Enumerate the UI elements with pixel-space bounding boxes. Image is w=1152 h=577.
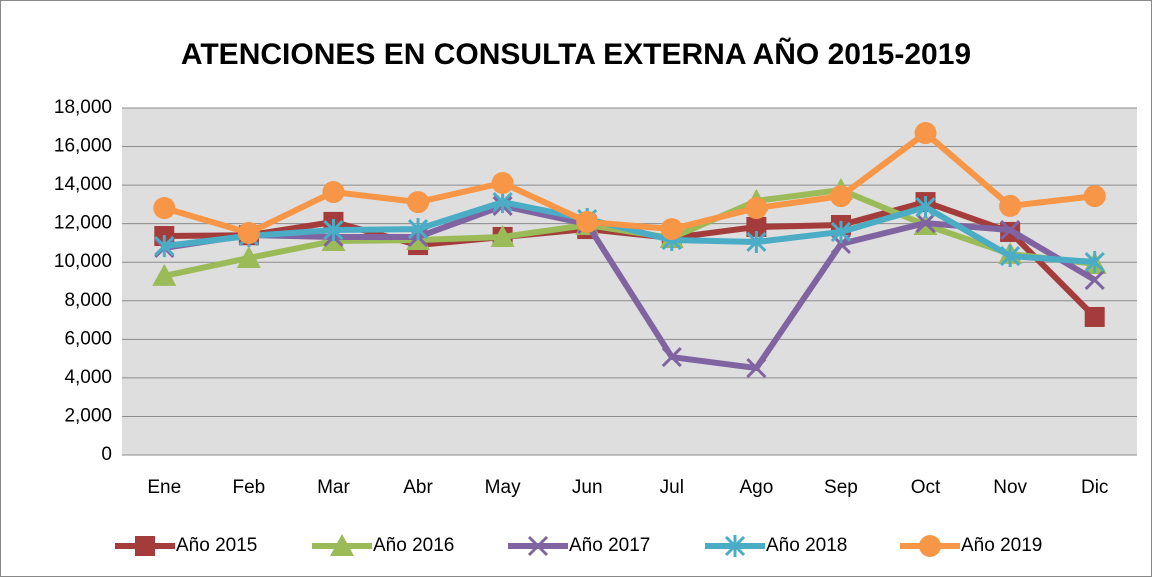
marker bbox=[830, 220, 852, 243]
marker bbox=[322, 181, 345, 204]
marker bbox=[1084, 269, 1105, 291]
y-tick-label: 6,000 bbox=[64, 328, 112, 349]
marker bbox=[323, 219, 344, 242]
y-tick-label: 0 bbox=[101, 444, 112, 465]
marker bbox=[135, 536, 155, 556]
marker bbox=[152, 263, 177, 286]
marker bbox=[492, 191, 513, 214]
legend-item: Año 2015 bbox=[115, 535, 257, 556]
marker bbox=[1084, 251, 1105, 274]
marker bbox=[1000, 245, 1021, 268]
marker bbox=[490, 224, 515, 247]
legend-item: Año 2018 bbox=[705, 535, 847, 557]
legend-label: Año 2019 bbox=[961, 535, 1042, 556]
marker bbox=[237, 221, 260, 244]
chart-title: ATENCIONES EN CONSULTA EXTERNA AÑO 2015-… bbox=[181, 37, 971, 71]
series-line bbox=[163, 199, 1095, 266]
y-tick-label: 16,000 bbox=[54, 136, 112, 157]
marker bbox=[407, 191, 430, 214]
legend-item: Año 2016 bbox=[312, 534, 454, 556]
x-tick-label: Sep bbox=[824, 477, 858, 498]
marker bbox=[745, 197, 768, 220]
y-tick-label: 2,000 bbox=[64, 405, 112, 426]
marker bbox=[154, 235, 175, 258]
series-line bbox=[163, 202, 1097, 372]
marker bbox=[527, 535, 549, 557]
marker bbox=[724, 535, 746, 557]
y-tick-label: 10,000 bbox=[54, 251, 112, 272]
marker bbox=[1000, 219, 1021, 241]
x-tick-label: Feb bbox=[233, 477, 266, 498]
marker bbox=[914, 122, 937, 145]
x-tick-label: Jun bbox=[572, 477, 603, 498]
legend-label: Año 2018 bbox=[766, 535, 847, 556]
legend-label: Año 2016 bbox=[373, 535, 454, 556]
marker bbox=[746, 357, 767, 379]
marker bbox=[407, 218, 429, 241]
x-tick-label: Mar bbox=[317, 477, 350, 498]
y-tick-label: 14,000 bbox=[54, 174, 112, 195]
legend-item: Año 2019 bbox=[900, 535, 1042, 557]
x-tick-label: Nov bbox=[993, 477, 1027, 498]
marker bbox=[660, 218, 683, 241]
legend-label: Año 2015 bbox=[176, 535, 257, 556]
marker bbox=[153, 197, 176, 220]
marker bbox=[746, 216, 767, 237]
x-tick-label: Dic bbox=[1081, 477, 1108, 498]
legend-label: Año 2017 bbox=[569, 535, 650, 556]
plot-area bbox=[122, 108, 1137, 455]
marker bbox=[576, 210, 599, 233]
marker bbox=[915, 213, 936, 234]
y-tick-label: 12,000 bbox=[54, 213, 112, 234]
marker bbox=[919, 535, 941, 557]
x-tick-label: Ene bbox=[147, 477, 181, 498]
series-line bbox=[163, 130, 1096, 236]
x-tick-label: Abr bbox=[403, 477, 433, 498]
marker bbox=[746, 230, 767, 253]
y-tick-label: 4,000 bbox=[64, 367, 112, 388]
x-tick-label: Jul bbox=[660, 477, 684, 498]
x-tick-label: Ago bbox=[739, 477, 773, 498]
x-tick-label: Oct bbox=[911, 477, 941, 498]
y-tick-label: 8,000 bbox=[64, 290, 112, 311]
marker bbox=[1084, 306, 1105, 327]
legend-item: Año 2017 bbox=[508, 535, 650, 557]
marker bbox=[661, 347, 682, 368]
marker bbox=[330, 534, 354, 556]
x-tick-label: May bbox=[485, 477, 521, 498]
marker bbox=[915, 196, 936, 219]
series bbox=[153, 122, 1106, 244]
marker bbox=[999, 194, 1022, 217]
marker bbox=[1083, 185, 1106, 208]
y-tick-label: 18,000 bbox=[54, 97, 112, 118]
marker bbox=[236, 245, 261, 268]
marker bbox=[491, 171, 514, 194]
marker bbox=[829, 185, 852, 208]
